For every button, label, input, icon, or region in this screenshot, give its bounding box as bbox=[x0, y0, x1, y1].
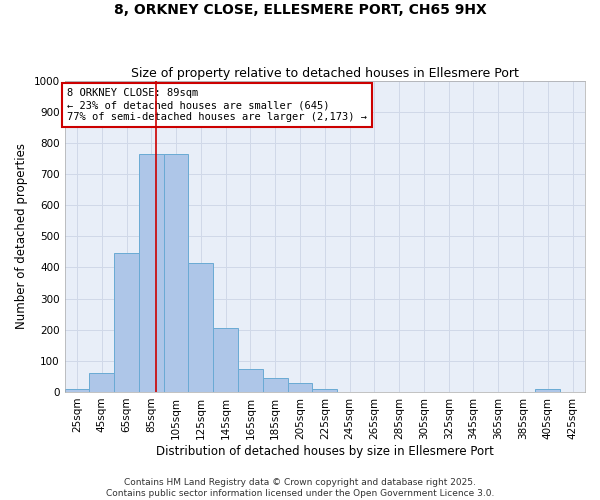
Bar bbox=[114, 254, 139, 392]
Bar bbox=[313, 389, 337, 392]
Bar bbox=[535, 389, 560, 392]
Title: Size of property relative to detached houses in Ellesmere Port: Size of property relative to detached ho… bbox=[131, 66, 519, 80]
Bar bbox=[287, 382, 313, 392]
Bar bbox=[188, 263, 213, 392]
Bar bbox=[65, 389, 89, 392]
Y-axis label: Number of detached properties: Number of detached properties bbox=[15, 144, 28, 330]
Text: 8 ORKNEY CLOSE: 89sqm
← 23% of detached houses are smaller (645)
77% of semi-det: 8 ORKNEY CLOSE: 89sqm ← 23% of detached … bbox=[67, 88, 367, 122]
Bar bbox=[213, 328, 238, 392]
Bar bbox=[89, 372, 114, 392]
Bar bbox=[139, 154, 164, 392]
X-axis label: Distribution of detached houses by size in Ellesmere Port: Distribution of detached houses by size … bbox=[156, 444, 494, 458]
Text: 8, ORKNEY CLOSE, ELLESMERE PORT, CH65 9HX: 8, ORKNEY CLOSE, ELLESMERE PORT, CH65 9H… bbox=[113, 2, 487, 16]
Bar bbox=[263, 378, 287, 392]
Bar bbox=[164, 154, 188, 392]
Bar bbox=[238, 368, 263, 392]
Text: Contains HM Land Registry data © Crown copyright and database right 2025.
Contai: Contains HM Land Registry data © Crown c… bbox=[106, 478, 494, 498]
